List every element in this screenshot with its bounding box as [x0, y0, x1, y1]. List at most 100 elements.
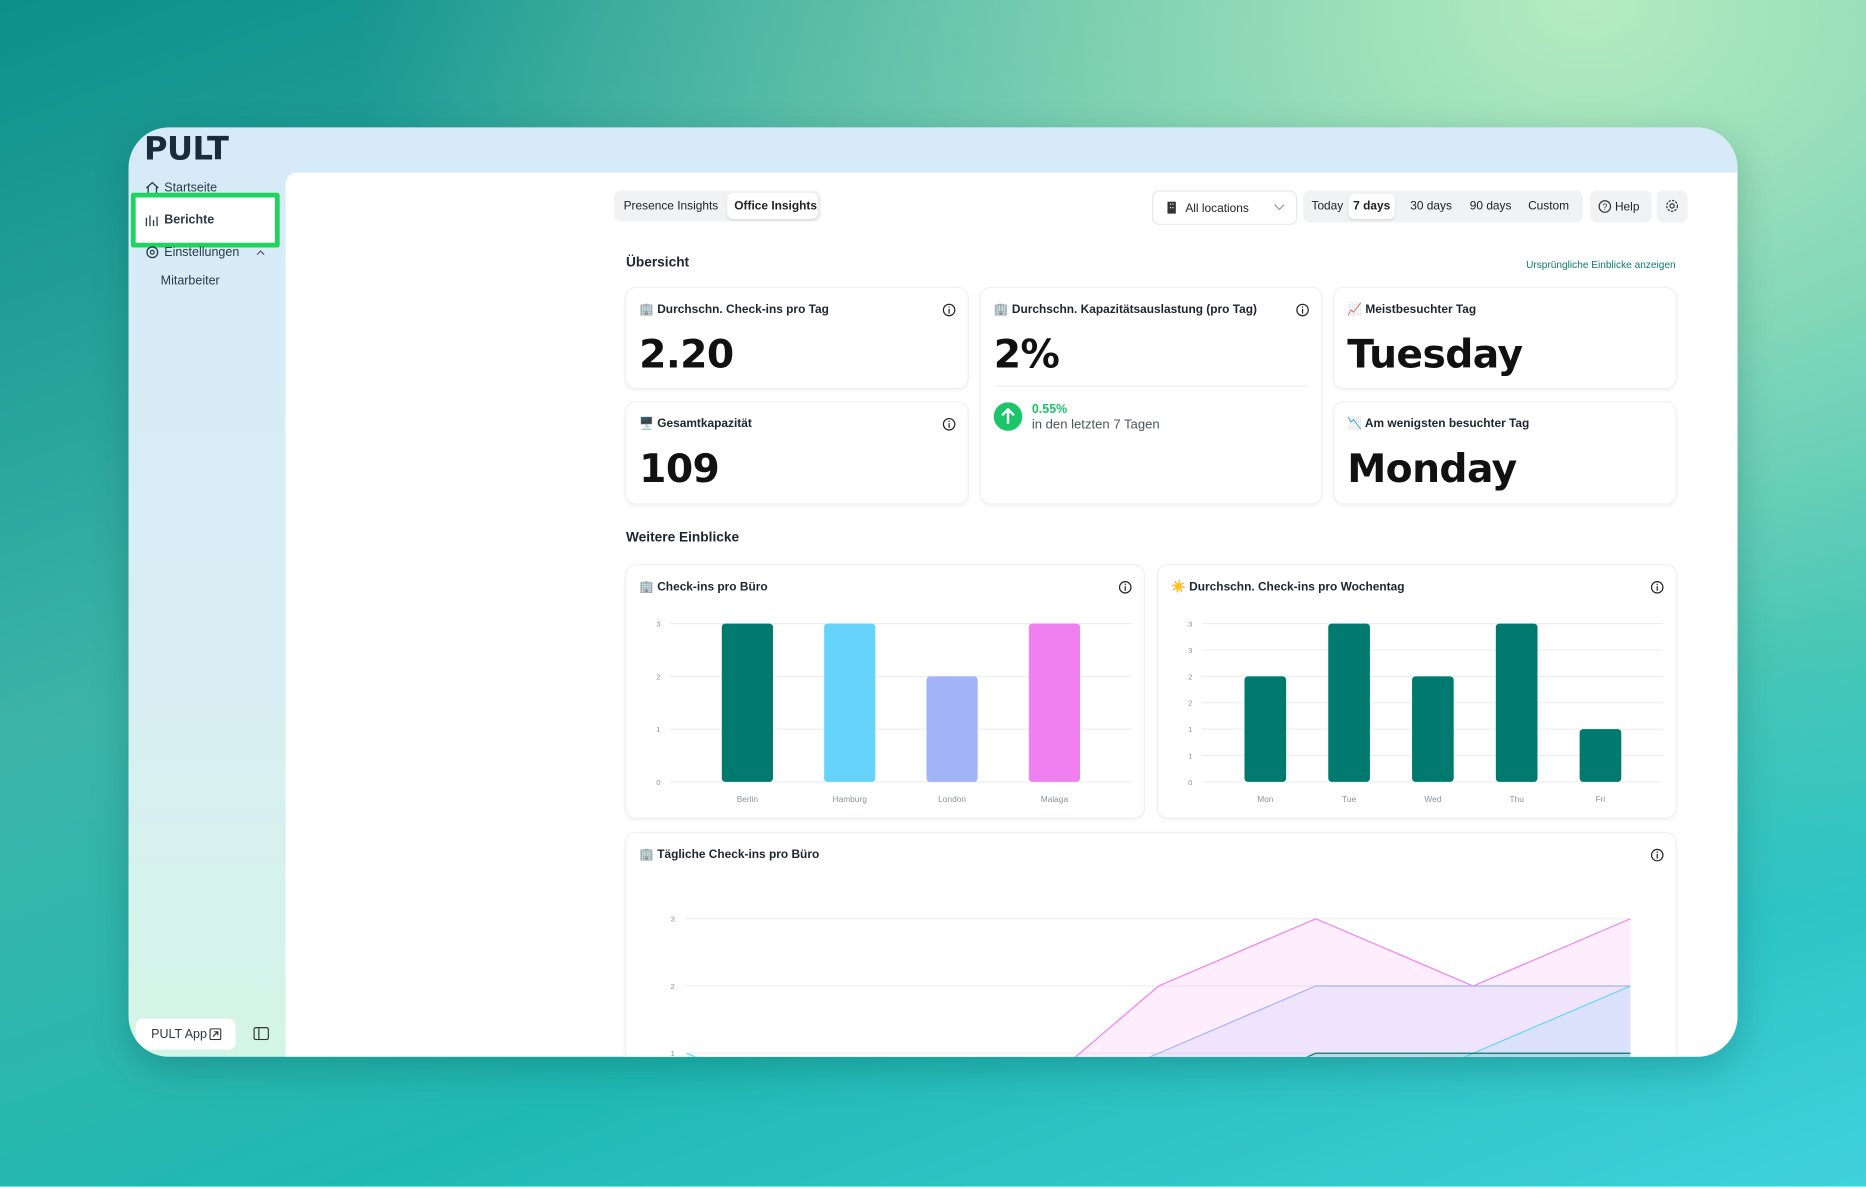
- tab-label: Office Insights: [734, 199, 817, 214]
- range-group: Today 7 days 30 days 90 days Custom: [1303, 190, 1583, 223]
- x-tick-label: Fri: [1596, 794, 1606, 804]
- x-tick-label: Hamburg: [833, 794, 868, 804]
- chart: 0 1 1 2 2 3 3 Mon Tue Wed Thu Fri: [1188, 620, 1663, 804]
- info-icon[interactable]: [1650, 848, 1664, 862]
- y-tick-label: 2: [670, 982, 674, 991]
- bar: [721, 623, 773, 782]
- section-title: Weitere Einblicke: [625, 530, 740, 546]
- x-tick-label: London: [938, 794, 966, 804]
- change-value: 0.55%: [1031, 402, 1068, 417]
- x-tick-label: Berlin: [737, 794, 759, 804]
- stat-label: 📈 Meistbesuchter Tag: [1347, 303, 1477, 317]
- nav-item[interactable]: Berichte: [164, 213, 215, 228]
- svg-text:?: ?: [1602, 202, 1607, 212]
- stat-card: 📉 Am wenigsten besuchter Tag Monday: [1334, 402, 1676, 504]
- bar: [824, 623, 876, 782]
- chart-card: 🏢 Tägliche Check-ins pro Büro 1 2 3: [625, 833, 1676, 1057]
- area-line: [1148, 985, 1631, 1057]
- bar: [1579, 729, 1622, 782]
- app-window: PULT Startseite Berichte Einstellungen M…: [128, 127, 1738, 1057]
- bar: [926, 676, 978, 782]
- range-option[interactable]: Custom: [1528, 199, 1570, 214]
- gear-icon: [146, 246, 159, 259]
- y-tick-label: 1: [1188, 725, 1192, 734]
- bar: [1412, 676, 1454, 782]
- stat-label: 🏢 Durchschn. Kapazitätsauslastung (pro T…: [993, 303, 1257, 317]
- logo: PULT: [144, 130, 229, 168]
- settings-button[interactable]: [1656, 190, 1688, 223]
- app-button-label: PULT App: [151, 1027, 207, 1042]
- stat-value: 2.20: [639, 330, 734, 378]
- bar: [1328, 623, 1370, 782]
- y-tick-label: 0: [1188, 778, 1192, 787]
- tab-group: Presence Insights Office Insights: [614, 190, 822, 222]
- area-fill: [1075, 918, 1631, 1057]
- stat-label: 🏢 Durchschn. Check-ins pro Tag: [639, 303, 829, 317]
- bar: [1244, 676, 1287, 782]
- stat-card: 🖥️ Gesamtkapazität 109: [625, 402, 968, 504]
- info-icon[interactable]: [1296, 303, 1309, 317]
- chart: 1 2 3: [670, 915, 1631, 1057]
- original-insights-link[interactable]: Ursprüngliche Einblicke anzeigen: [1526, 258, 1676, 271]
- help-label: Help: [1614, 201, 1640, 215]
- y-tick-label: 3: [656, 620, 660, 629]
- chart-icon: [145, 215, 158, 227]
- help-button[interactable]: ? Help: [1589, 190, 1652, 223]
- x-tick-label: Thu: [1509, 794, 1524, 804]
- divider: [993, 385, 1308, 387]
- y-tick-label: 2: [1188, 699, 1192, 708]
- external-icon: [209, 1028, 222, 1041]
- chart-title: 🏢 Tägliche Check-ins pro Büro: [639, 848, 820, 862]
- info-icon[interactable]: [942, 303, 956, 317]
- chart-card: ☀️ Durchschn. Check-ins pro Wochentag 0 1…: [1157, 565, 1676, 818]
- info-icon[interactable]: [1650, 581, 1664, 594]
- info-icon[interactable]: [1118, 581, 1132, 594]
- chart-card: 🏢 Check-ins pro Büro 0 1 2 3 Berlin Hamburg Lo…: [625, 565, 1144, 818]
- sidebar-toggle[interactable]: [253, 1027, 269, 1041]
- range-option[interactable]: 7 days: [1348, 193, 1395, 219]
- range-option[interactable]: 30 days: [1410, 199, 1452, 214]
- tab-active[interactable]: Office Insights: [727, 192, 818, 219]
- chevron-down: [1274, 204, 1285, 211]
- bar: [1028, 623, 1081, 782]
- chart-title: ☀️ Durchschn. Check-ins pro Wochentag: [1171, 580, 1405, 594]
- stat-card: 📈 Meistbesuchter Tag Tuesday: [1334, 288, 1676, 388]
- change-note: in den letzten 7 Tagen: [1031, 417, 1160, 433]
- range-option[interactable]: 90 days: [1469, 199, 1512, 214]
- chevron-up[interactable]: [255, 248, 267, 258]
- settings-icon: [1666, 199, 1679, 212]
- x-tick-label: Wed: [1424, 794, 1441, 804]
- nav-item[interactable]: Einstellungen: [164, 245, 240, 260]
- building-icon: [1167, 201, 1176, 214]
- nav-subitem[interactable]: Mitarbeiter: [160, 273, 220, 289]
- x-tick-label: Tue: [1342, 794, 1356, 804]
- y-tick-label: 1: [1188, 751, 1192, 760]
- stat-label: 🖥️ Gesamtkapazität: [639, 417, 752, 431]
- bar: [1495, 623, 1538, 782]
- area-fill: [1150, 985, 1631, 1057]
- range-option[interactable]: Today: [1311, 199, 1344, 214]
- info-icon[interactable]: [942, 417, 956, 431]
- stat-value: 109: [639, 445, 720, 492]
- y-tick-label: 2: [1188, 672, 1192, 681]
- stat-label: 📉 Am wenigsten besuchter Tag: [1347, 417, 1530, 431]
- help-icon: ?: [1598, 200, 1612, 213]
- stat-card: 🏢 Durchschn. Check-ins pro Tag 2.20: [625, 288, 968, 388]
- section-title: Übersicht: [625, 255, 690, 271]
- stat-value: 2%: [993, 330, 1060, 378]
- y-tick-label: 3: [1188, 620, 1192, 629]
- app-button[interactable]: PULT App: [135, 1018, 236, 1050]
- area-fill: [686, 985, 1631, 1057]
- nav-item[interactable]: Startseite: [164, 180, 218, 196]
- tab[interactable]: Presence Insights: [623, 199, 719, 214]
- y-tick-label: 3: [1188, 646, 1192, 655]
- location-dropdown[interactable]: All locations: [1152, 190, 1298, 225]
- y-tick-label: 2: [656, 672, 660, 681]
- y-tick-label: 3: [670, 915, 674, 924]
- chart-title: 🏢 Check-ins pro Büro: [639, 580, 768, 594]
- nav-active-highlight: [130, 192, 280, 248]
- y-tick-label: 1: [670, 1049, 674, 1057]
- x-tick-label: Mon: [1257, 794, 1274, 804]
- stat-card: 🏢 Durchschn. Kapazitätsauslastung (pro T…: [980, 288, 1322, 504]
